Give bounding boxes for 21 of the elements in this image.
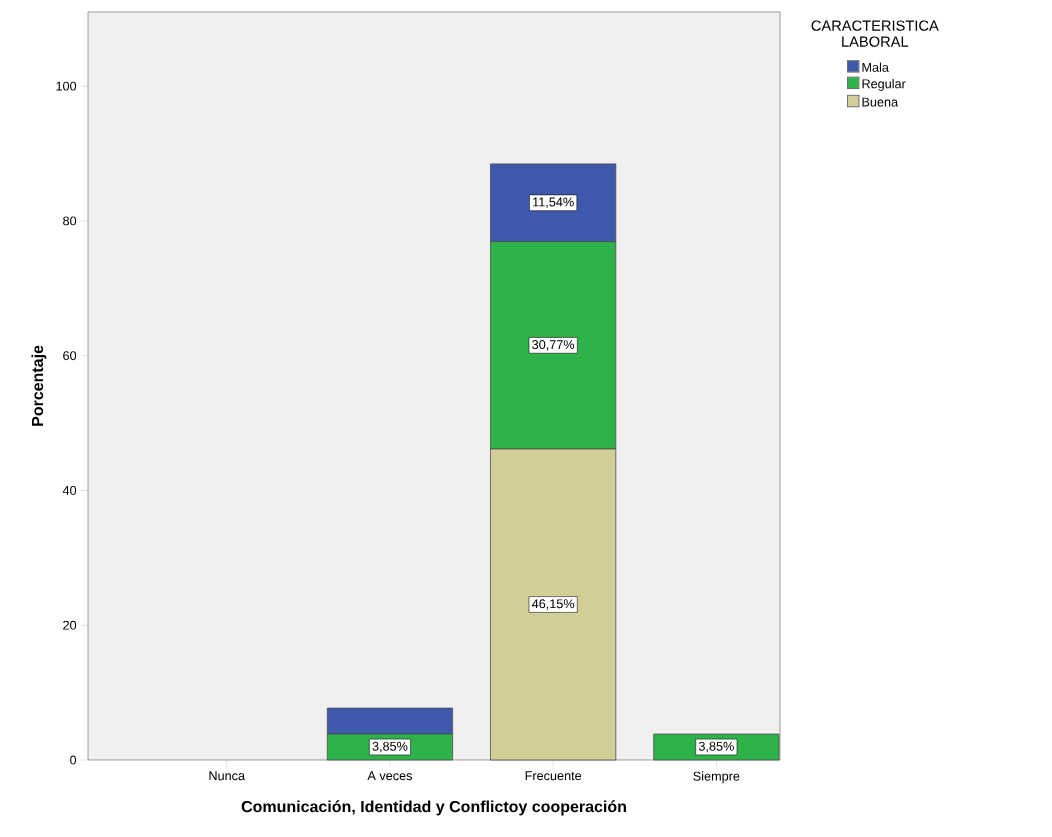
y-tick-label: 40 [62, 485, 77, 495]
legend-label: Regular [862, 78, 906, 91]
y-tick-label: 0 [70, 755, 77, 765]
legend-title: CARACTERISTICA LABORAL [811, 20, 939, 47]
legend-label: Buena [862, 97, 899, 107]
x-tick-label: A veces [367, 771, 412, 781]
x-axis-title: Comunicación, Identidad y Conflictoy cooperación [241, 800, 626, 816]
x-tick-label: Frecuente [525, 771, 582, 781]
y-tick-label: 60 [63, 351, 77, 360]
x-tick-label: Siempre [693, 771, 740, 784]
y-tick-label: 20 [63, 620, 77, 630]
data-label: 11,54% [533, 197, 574, 208]
legend-label: Mala [862, 62, 889, 72]
x-tick-label: Nunca [209, 771, 246, 781]
data-label: 3,85% [372, 741, 408, 753]
data-label: 46,15% [531, 599, 575, 610]
y-tick-label: 80 [63, 216, 77, 226]
y-tick-label: 100 [56, 81, 77, 91]
y-axis-title: Porcentaje [31, 345, 47, 426]
data-label: 30,77% [532, 339, 575, 351]
data-label: 3,85% [698, 741, 734, 753]
